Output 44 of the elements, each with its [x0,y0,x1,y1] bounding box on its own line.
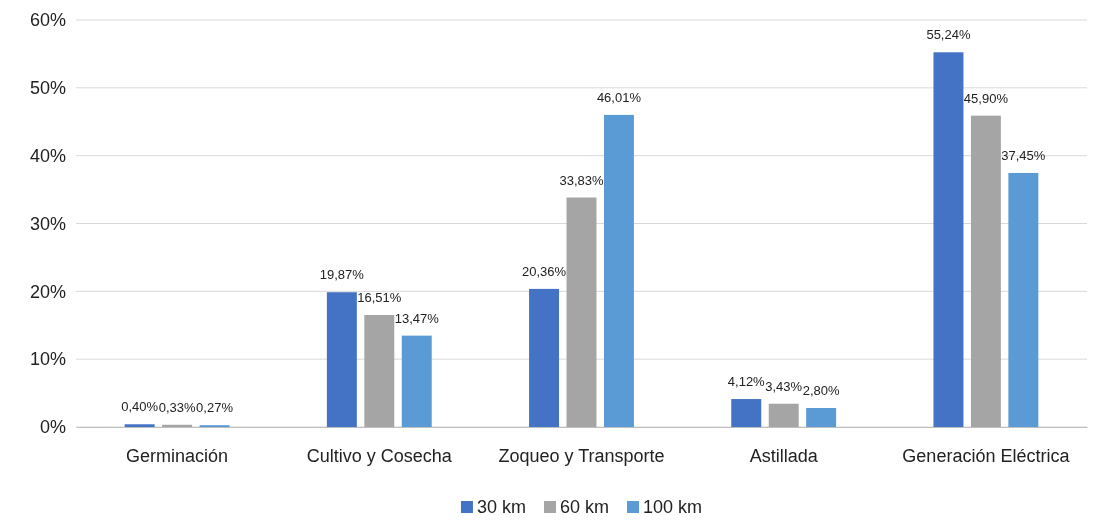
bar [603,114,634,427]
bar [768,403,799,427]
data-label: 55,24% [926,27,971,43]
x-tick-label: Cultivo y Cosecha [306,445,453,466]
data-label: 33,83% [559,172,604,188]
y-tick-label: 20% [29,281,66,302]
y-tick-label: 50% [29,78,66,99]
bar [806,408,837,427]
data-label: 0,40% [121,399,159,415]
bar [364,315,395,427]
data-label: 2,80% [802,383,841,399]
bar [401,335,432,427]
bar [1008,172,1039,427]
legend-label: 30 km [476,497,526,517]
bar [326,292,357,427]
x-tick-label: Germinación [126,445,229,466]
bar [933,52,964,427]
data-label: 45,90% [963,90,1009,106]
bar [162,424,193,427]
y-tick-label: 60% [29,10,66,31]
bar [566,197,597,427]
data-label: 20,36% [522,263,567,279]
data-label: 4,12% [727,374,766,390]
legend-label: 60 km [559,497,610,517]
y-tick-label: 10% [29,349,66,370]
data-label: 46,01% [596,89,642,105]
bar [731,399,762,427]
data-label: 16,51% [357,290,402,306]
bar [124,424,155,427]
x-tick-label: Astillada [749,445,819,466]
y-tick-label: 30% [29,213,66,234]
x-tick-label: Generación Eléctrica [902,445,1071,466]
data-label: 0,33% [158,399,196,415]
data-label: 3,43% [765,378,803,394]
bar [970,115,1001,427]
y-tick-label: 40% [29,145,66,166]
data-label: 37,45% [1001,147,1046,163]
y-tick-label: 0% [39,417,66,438]
data-label: 0,27% [196,400,234,416]
data-label: 19,87% [319,267,365,283]
bar [529,288,560,427]
legend-label: 100 km [643,497,703,517]
x-tick-label: Zoqueo y Transporte [498,445,665,466]
data-label: 13,47% [394,310,440,326]
